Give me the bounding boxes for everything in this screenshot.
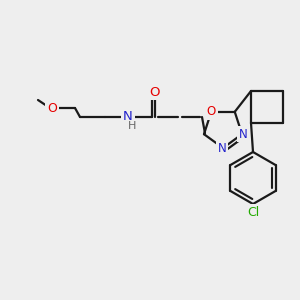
Text: N: N xyxy=(123,110,133,124)
Text: O: O xyxy=(47,101,57,115)
Text: Cl: Cl xyxy=(247,206,259,218)
Text: H: H xyxy=(128,121,136,131)
Text: N: N xyxy=(218,142,226,154)
Text: N: N xyxy=(238,128,247,141)
Text: O: O xyxy=(207,105,216,118)
Text: O: O xyxy=(150,85,160,98)
